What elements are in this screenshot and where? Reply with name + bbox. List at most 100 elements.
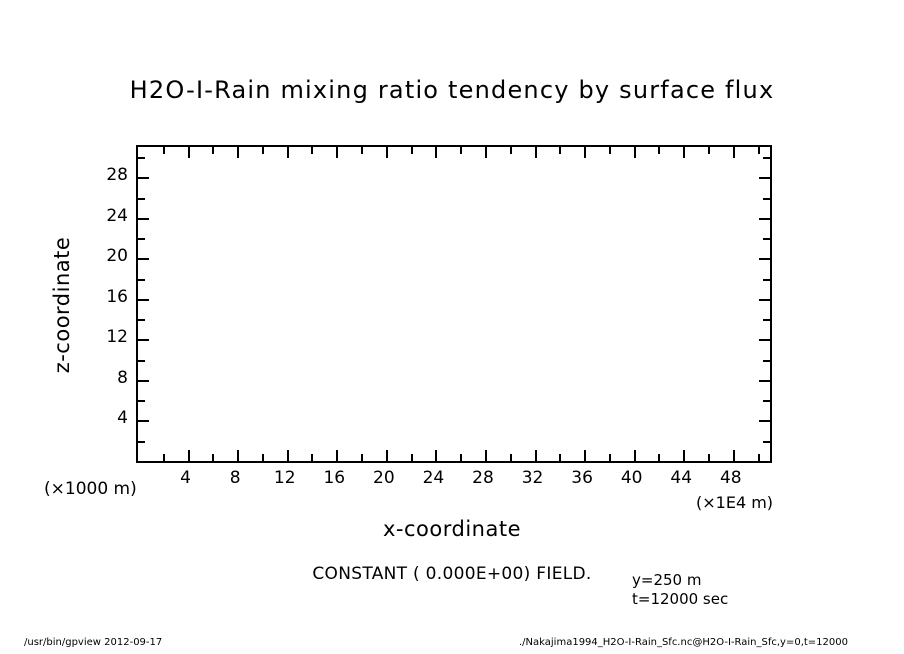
y-axis-minor-tick	[138, 238, 145, 241]
y-axis-tick-label: 8	[117, 367, 128, 388]
x-axis-major-tick	[435, 147, 438, 158]
x-axis-minor-tick	[658, 147, 661, 154]
x-axis-major-tick	[187, 450, 190, 461]
y-axis-major-tick	[759, 339, 770, 342]
constant-field-message: CONSTANT ( 0.000E+00) FIELD.	[312, 564, 592, 584]
x-axis-minor-tick	[410, 147, 413, 154]
y-axis-tick-label: 16	[106, 286, 128, 307]
y-axis-major-tick	[138, 217, 149, 220]
x-axis-major-tick	[336, 450, 339, 461]
x-axis-major-tick	[534, 147, 537, 158]
y-axis-minor-tick	[138, 157, 145, 160]
x-axis-major-tick	[683, 450, 686, 461]
slice-info-y: y=250 m	[632, 571, 702, 589]
x-axis-tick-label: 24	[422, 468, 445, 488]
y-axis-major-tick	[759, 420, 770, 423]
y-axis-tick-labels: 4 8 12 16 20 24 28	[96, 145, 128, 463]
y-axis-minor-tick	[763, 278, 770, 281]
x-axis-minor-tick	[559, 454, 562, 461]
x-axis-major-tick	[237, 147, 240, 158]
footer-command-date: /usr/bin/gpview 2012-09-17	[24, 637, 163, 648]
x-axis-unit-label: (×1E4 m)	[696, 493, 774, 512]
y-axis-unit-label: (×1000 m)	[44, 479, 137, 499]
y-axis-title: z-coordinate	[50, 236, 74, 374]
y-axis-major-tick	[759, 379, 770, 382]
y-axis-minor-tick	[763, 197, 770, 200]
x-axis-minor-tick	[162, 147, 165, 154]
x-axis-tick-label: 12	[273, 468, 296, 488]
x-axis-major-tick	[336, 147, 339, 158]
x-axis-tick-label: 44	[670, 468, 693, 488]
y-axis-tick-label: 24	[106, 205, 128, 226]
x-axis-minor-tick	[311, 454, 314, 461]
x-axis-minor-tick	[361, 454, 364, 461]
x-axis-minor-tick	[658, 454, 661, 461]
x-axis-minor-tick	[757, 147, 760, 154]
y-axis-major-tick	[759, 217, 770, 220]
x-axis-major-tick	[385, 450, 388, 461]
y-axis-minor-tick	[763, 400, 770, 403]
y-axis-minor-tick	[138, 400, 145, 403]
x-axis-tick-label: 36	[571, 468, 593, 488]
x-axis-major-tick	[633, 147, 636, 158]
x-axis-minor-tick	[460, 147, 463, 154]
x-axis-minor-tick	[212, 454, 215, 461]
y-axis-major-tick	[138, 177, 149, 180]
x-axis-minor-tick	[261, 147, 264, 154]
y-axis-major-tick	[138, 258, 149, 261]
y-axis-tick-label: 28	[106, 165, 128, 186]
x-axis-minor-tick	[311, 147, 314, 154]
x-axis-major-tick	[187, 147, 190, 158]
x-axis-minor-tick	[559, 147, 562, 154]
x-axis-tick-label: 4	[180, 468, 191, 488]
y-axis-major-tick	[759, 298, 770, 301]
x-axis-minor-tick	[509, 147, 512, 154]
x-axis-minor-tick	[608, 454, 611, 461]
y-axis-minor-tick	[138, 319, 145, 322]
x-axis-major-tick	[286, 450, 289, 461]
y-axis-minor-tick	[138, 278, 145, 281]
x-axis-minor-tick	[361, 147, 364, 154]
x-axis-title: x-coordinate	[382, 517, 521, 541]
y-axis-minor-tick	[763, 359, 770, 362]
y-axis-minor-tick	[763, 157, 770, 160]
x-axis-tick-label: 28	[472, 468, 494, 488]
x-axis-major-tick	[435, 450, 438, 461]
y-axis-minor-tick	[138, 197, 145, 200]
x-axis-minor-tick	[708, 147, 711, 154]
y-axis-major-tick	[138, 298, 149, 301]
x-axis-minor-tick	[261, 454, 264, 461]
y-axis-tick-label: 20	[106, 246, 128, 267]
y-axis-major-tick	[759, 177, 770, 180]
x-axis-tick-label: 40	[620, 468, 643, 488]
y-axis-minor-tick	[138, 440, 145, 443]
y-axis-minor-tick	[763, 319, 770, 322]
x-axis-tick-label: 32	[521, 468, 544, 488]
footer-data-source: ./Nakajima1994_H2O-I-Rain_Sfc.nc@H2O-I-R…	[519, 637, 848, 648]
plot-area	[136, 145, 772, 463]
y-axis-minor-tick	[138, 359, 145, 362]
x-axis-major-tick	[385, 147, 388, 158]
page-title: H2O-I-Rain mixing ratio tendency by surf…	[129, 76, 775, 104]
x-axis-minor-tick	[212, 147, 215, 154]
x-axis-tick-label: 48	[719, 468, 742, 488]
x-axis-minor-tick	[708, 454, 711, 461]
x-axis-minor-tick	[608, 147, 611, 154]
x-axis-major-tick	[732, 450, 735, 461]
x-axis-major-tick	[584, 450, 587, 461]
y-axis-minor-tick	[763, 238, 770, 241]
x-axis-major-tick	[484, 147, 487, 158]
y-axis-major-tick	[759, 258, 770, 261]
x-axis-minor-tick	[509, 454, 512, 461]
x-axis-tick-label: 20	[373, 468, 395, 488]
x-axis-major-tick	[237, 450, 240, 461]
y-axis-minor-tick	[763, 440, 770, 443]
x-axis-tick-labels: 4 8 12 16 20 24 28 32 36 40 44 48	[136, 468, 772, 492]
slice-info-time: t=12000 sec	[632, 590, 729, 608]
y-axis-major-tick	[138, 339, 149, 342]
y-axis-major-tick	[138, 379, 149, 382]
x-axis-major-tick	[286, 147, 289, 158]
x-axis-major-tick	[633, 450, 636, 461]
y-axis-major-tick	[138, 420, 149, 423]
x-axis-major-tick	[584, 147, 587, 158]
